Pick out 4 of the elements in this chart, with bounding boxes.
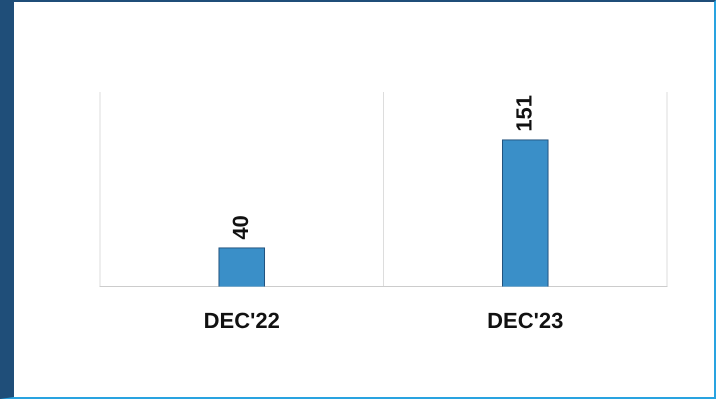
x-tick-label: DEC'23 [487, 308, 564, 333]
data-label: 40 [228, 215, 253, 240]
x-tick-label: DEC'22 [204, 308, 280, 333]
data-label: 151 [511, 94, 536, 132]
